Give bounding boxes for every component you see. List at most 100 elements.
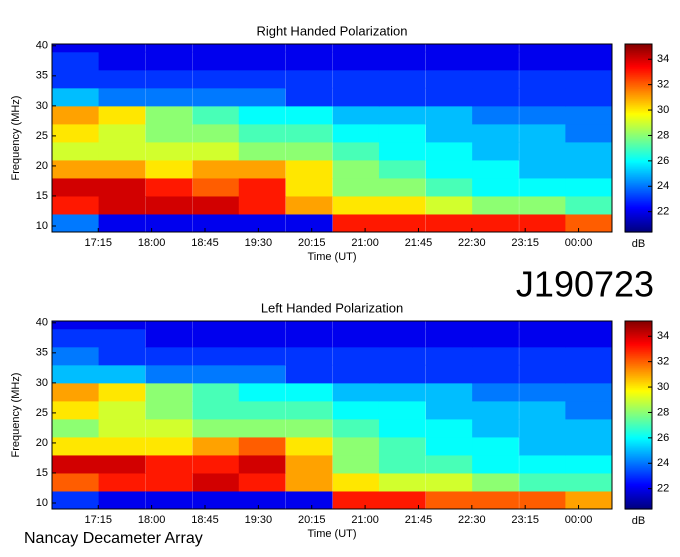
cell <box>285 418 333 438</box>
cell <box>425 51 473 71</box>
colorbar-step <box>625 399 652 402</box>
heatmap <box>52 321 612 509</box>
cell <box>332 141 380 161</box>
colorbar-step <box>625 82 652 85</box>
y-axis-label: Frequency (MHz) <box>10 96 22 181</box>
panel-title: Right Handed Polarization <box>256 23 407 38</box>
cell <box>98 364 146 384</box>
cell <box>98 321 146 330</box>
colorbar-step <box>625 76 652 79</box>
colorbar-step <box>625 415 652 418</box>
cell <box>332 177 380 197</box>
colorbar-step <box>625 365 652 368</box>
cell <box>52 87 100 107</box>
colorbar-step <box>625 126 652 129</box>
y-tick-label: 30 <box>36 377 48 389</box>
colorbar-step <box>625 224 652 227</box>
cell <box>378 123 426 143</box>
cell <box>472 490 519 509</box>
cell <box>472 346 519 366</box>
cell <box>52 141 100 161</box>
colorbar-step <box>625 323 652 326</box>
cell <box>425 328 473 348</box>
colorbar-step <box>625 425 652 428</box>
colorbar-step <box>625 214 652 217</box>
colorbar-step <box>625 118 652 121</box>
cell <box>192 364 240 384</box>
x-tick-label: 00:00 <box>565 237 593 249</box>
cell <box>238 472 286 492</box>
colorbar-step <box>625 62 652 65</box>
colorbar-step <box>625 162 652 165</box>
cell <box>192 490 240 509</box>
colorbar-step <box>625 373 652 376</box>
colorbar-step <box>625 349 652 352</box>
colorbar-step <box>625 122 652 125</box>
colorbar-step <box>625 447 652 450</box>
colorbar-step <box>625 70 652 73</box>
colorbar-step <box>625 435 652 438</box>
cell <box>285 123 333 143</box>
colorbar-step <box>625 483 652 486</box>
cell <box>238 44 286 53</box>
cell <box>192 472 240 492</box>
colorbar-step <box>625 499 652 502</box>
colorbar-step <box>625 371 652 374</box>
cell <box>192 195 240 215</box>
cell <box>565 436 612 456</box>
cell <box>565 346 612 366</box>
colorbar-step <box>625 449 652 452</box>
cell <box>332 105 380 125</box>
colorbar-step <box>625 92 652 95</box>
x-tick-label: 19:30 <box>245 237 273 249</box>
colorbar-step <box>625 50 652 53</box>
colorbar-step <box>625 377 652 380</box>
cell <box>52 213 100 232</box>
cell <box>425 177 473 197</box>
cell <box>145 51 193 71</box>
colorbar-step <box>625 112 652 115</box>
cell <box>145 105 193 125</box>
colorbar-step <box>625 463 652 466</box>
colorbar-step <box>625 158 652 161</box>
cell <box>238 454 286 474</box>
colorbar-step <box>625 102 652 105</box>
cell <box>98 382 146 402</box>
cell <box>145 382 193 402</box>
colorbar-step <box>625 66 652 69</box>
colorbar-step <box>625 409 652 412</box>
colorbar-step <box>625 72 652 75</box>
y-tick-label: 15 <box>36 190 48 202</box>
cell <box>98 159 146 179</box>
cell <box>332 123 380 143</box>
cell <box>378 382 426 402</box>
cell <box>378 436 426 456</box>
cell <box>332 454 380 474</box>
colorbar-tick-label: 22 <box>657 206 669 218</box>
colorbar-step <box>625 100 652 103</box>
colorbar-step <box>625 395 652 398</box>
cell <box>98 177 146 197</box>
cell <box>238 51 286 71</box>
colorbar-step <box>625 351 652 354</box>
x-tick-label: 21:45 <box>405 237 433 249</box>
colorbar-step <box>625 421 652 424</box>
colorbar-step <box>625 194 652 197</box>
cell <box>192 141 240 161</box>
colorbar-step <box>625 94 652 97</box>
colorbar-step <box>625 325 652 328</box>
cell <box>145 364 193 384</box>
colorbar-step <box>625 154 652 157</box>
colorbar-step <box>625 443 652 446</box>
y-tick-label: 35 <box>36 347 48 359</box>
colorbar-step <box>625 58 652 61</box>
cell <box>98 69 146 89</box>
colorbar-step <box>625 164 652 167</box>
colorbar-step <box>625 146 652 149</box>
cell <box>378 159 426 179</box>
colorbar-step <box>625 132 652 135</box>
colorbar-step <box>625 489 652 492</box>
cell <box>378 44 426 53</box>
cell <box>145 141 193 161</box>
colorbar-step <box>625 431 652 434</box>
